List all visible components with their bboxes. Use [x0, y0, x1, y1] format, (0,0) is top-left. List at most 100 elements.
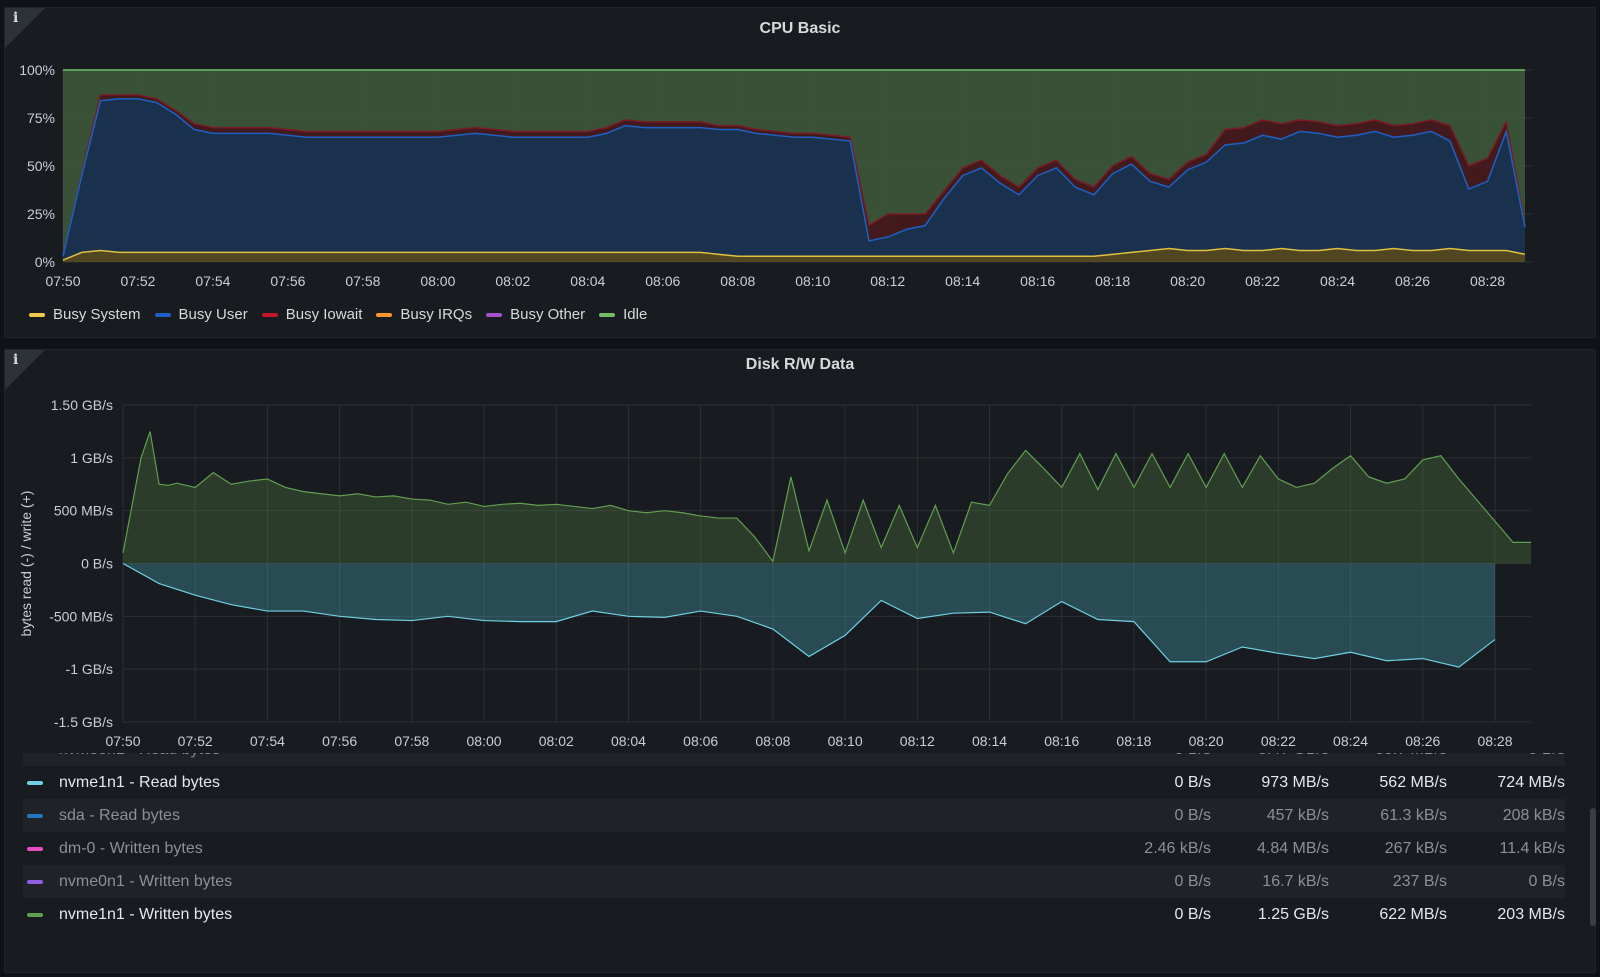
x-tick-label: 08:10: [828, 733, 863, 749]
legend-item[interactable]: Busy System: [29, 306, 141, 323]
legend-label: Busy System: [53, 306, 141, 323]
x-tick-label: 08:26: [1405, 733, 1440, 749]
x-tick-label: 07:52: [120, 273, 155, 289]
info-corner[interactable]: [5, 350, 45, 390]
series-swatch: [27, 780, 43, 785]
disk-chart[interactable]: 1.50 GB/s 1 GB/s 500 MB/s 0 B/s -500 MB/s -1 …: [5, 350, 1595, 760]
x-tick-label: 07:58: [345, 273, 380, 289]
series-stat: 267 kB/s: [1384, 839, 1447, 857]
legend-label: Busy IRQs: [400, 306, 473, 323]
legend-label: Busy Iowait: [285, 306, 363, 323]
series-swatch: [27, 813, 43, 818]
panel-title[interactable]: CPU Basic: [759, 20, 841, 37]
series-stat: 0 B/s: [1528, 872, 1565, 890]
legend-scrollbar[interactable]: [1590, 808, 1596, 926]
busy-user-line: [62, 98, 1526, 257]
legend-table-row[interactable]: dm-0 - Written bytes 2.46 kB/s 4.84 MB/s 26…: [23, 832, 1565, 865]
series-stat: 0 B/s: [1093, 753, 1211, 759]
y-tick-label: 0%: [35, 254, 55, 270]
info-icon[interactable]: i: [13, 352, 19, 368]
x-tick-label: 08:20: [1170, 273, 1205, 289]
series-stat: 0 B/s: [1174, 773, 1211, 791]
y-tick-label: 50%: [27, 158, 55, 174]
series-stat: 457 kB/s: [1266, 806, 1329, 824]
x-tick-label: 08:06: [645, 273, 680, 289]
info-icon[interactable]: i: [13, 10, 19, 26]
series-stat: 562 MB/s: [1379, 773, 1447, 791]
series-stat: 203 MB/s: [1497, 905, 1565, 923]
x-tick-label: 08:00: [420, 273, 455, 289]
legend-item[interactable]: Busy IRQs: [376, 306, 472, 323]
legend-swatch: [376, 312, 393, 317]
x-tick-label: 08:02: [495, 273, 530, 289]
x-tick-label: 08:12: [900, 733, 935, 749]
legend-table-row[interactable]: nvme0n1 - Written bytes 0 B/s 16.7 kB/s 237…: [23, 865, 1565, 898]
x-tick-label: 07:50: [105, 733, 140, 749]
idle-area: [63, 70, 1525, 257]
y-tick-label: 75%: [27, 110, 55, 126]
x-tick-label: 07:54: [195, 273, 230, 289]
series-stat: 0 B/s: [1174, 905, 1211, 923]
legend-item[interactable]: Busy User: [154, 306, 248, 323]
cpu-legend: Busy System Busy User Busy Iowait Busy IRQs…: [29, 306, 647, 323]
series-stat: 973 MB/s: [1261, 773, 1329, 791]
x-tick-label: 08:14: [945, 273, 980, 289]
x-tick-label: 08:08: [755, 733, 790, 749]
series-stat: 0 B/s: [1447, 753, 1565, 759]
x-tick-label: 08:22: [1245, 273, 1280, 289]
x-tick-label: 08:22: [1261, 733, 1296, 749]
legend-table-row[interactable]: nvme1n1 - Read bytes 0 B/s 973 MB/s 562 MB/…: [23, 766, 1565, 799]
series-stat: 61.3 kB/s: [1380, 806, 1447, 824]
x-tick-label: 08:18: [1095, 273, 1130, 289]
written-bytes-line: [122, 431, 1532, 563]
y-axis-label: bytes read (-) / write (+): [18, 491, 34, 637]
info-corner[interactable]: [5, 8, 45, 48]
series-stat: 622 MB/s: [1379, 905, 1447, 923]
read-bytes-line: [122, 562, 1496, 668]
series-stat: 0 B/s: [1174, 872, 1211, 890]
y-tick-label: 0 B/s: [81, 556, 113, 572]
x-tick-label: 08:26: [1395, 273, 1430, 289]
series-name: dm-0 - Written bytes: [59, 839, 203, 857]
series-stat: 11.4 kB/s: [1499, 839, 1565, 857]
series-stat: 208 kB/s: [1502, 806, 1565, 824]
series-stat: 0 B/s: [1174, 806, 1211, 824]
busy-user-area: [63, 98, 1525, 261]
busy-system-line: [62, 247, 1526, 261]
legend-swatch: [486, 312, 503, 317]
x-tick-label: 08:10: [795, 273, 830, 289]
y-tick-label: -1.5 GB/s: [54, 714, 113, 730]
x-tick-label: 07:54: [250, 733, 285, 749]
x-tick-label: 07:50: [45, 273, 80, 289]
series-stat: 16.7 kB/s: [1262, 872, 1329, 890]
legend-swatch: [154, 312, 171, 317]
series-name: nvme1n1 - Read bytes: [59, 773, 220, 791]
series-name: nvme1n1 - Written bytes: [59, 905, 233, 923]
legend-item[interactable]: Idle: [599, 306, 647, 323]
x-tick-label: 07:58: [394, 733, 429, 749]
series-stat: 2.46 kB/s: [1144, 839, 1211, 857]
x-tick-label: 08:04: [570, 273, 605, 289]
legend-table-row[interactable]: nvme1n1 - Written bytes 0 B/s 1.25 GB/s 622…: [23, 898, 1565, 931]
busy-system-area: [63, 248, 1525, 262]
busy-iowait-line: [62, 94, 1526, 257]
legend-item[interactable]: Busy Iowait: [261, 306, 363, 323]
series-stat: 80.7 MB/s: [1329, 753, 1447, 759]
y-tick-label: 1 GB/s: [70, 450, 113, 466]
legend-label: Busy User: [178, 306, 248, 323]
legend-table-row[interactable]: sda - Read bytes 0 B/s 457 kB/s 61.3 kB/s 20…: [23, 799, 1565, 832]
x-tick-label: 08:28: [1477, 733, 1512, 749]
series-stat: 3.47 GB/s: [1211, 753, 1329, 759]
x-tick-label: 08:18: [1116, 733, 1151, 749]
legend-item[interactable]: Busy Other: [486, 306, 585, 323]
cpu-chart[interactable]: 0% 25% 50% 75% 100% 07:50 07:52 07:54 07:56 07:58…: [5, 8, 1595, 298]
x-tick-label: 08:16: [1020, 273, 1055, 289]
series-stat: 1.25 GB/s: [1257, 905, 1329, 923]
x-tick-label: 08:16: [1044, 733, 1079, 749]
series-name: nvme0n1 - Read bytes: [59, 753, 1093, 759]
y-tick-label: 500 MB/s: [54, 503, 113, 519]
panel-title[interactable]: Disk R/W Data: [745, 356, 855, 373]
y-tick-label: 1.50 GB/s: [51, 397, 113, 413]
